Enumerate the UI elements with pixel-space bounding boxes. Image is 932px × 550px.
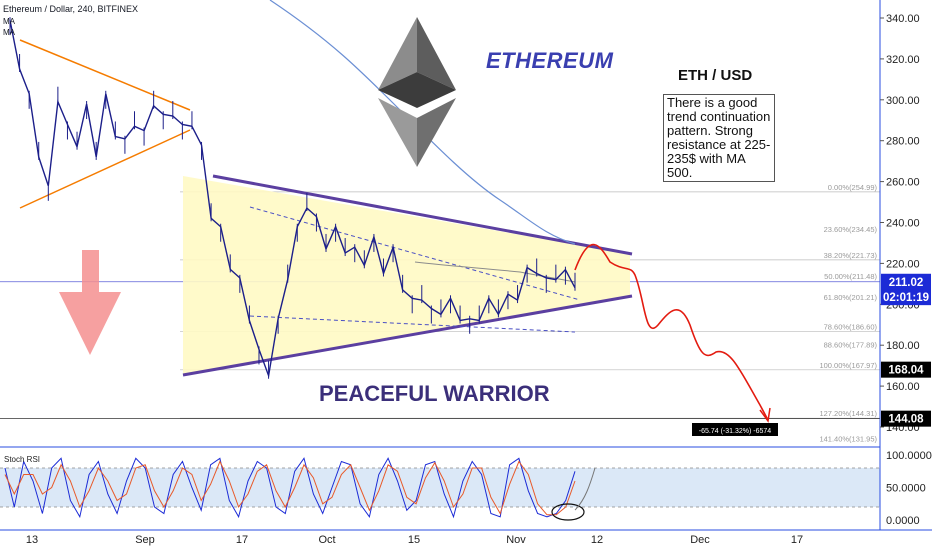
- fib-label: 141.40%(131.95): [819, 434, 877, 443]
- projection-arrowhead: [759, 407, 771, 423]
- x-tick-label: 13: [26, 534, 38, 546]
- fib-label: 38.20%(221.73): [824, 251, 878, 260]
- pattern-name: PEACEFUL WARRIOR: [319, 381, 550, 406]
- stoch-tick-label: 50.0000: [886, 483, 926, 495]
- analysis-note: There is a good trend continuation patte…: [663, 94, 775, 182]
- y-tick-label: 280.00: [886, 136, 920, 148]
- stoch-circle: [551, 503, 585, 521]
- y-tick-label: 300.00: [886, 95, 920, 107]
- y-tick-label: 160.00: [886, 381, 920, 393]
- x-tick-label: 17: [236, 534, 248, 546]
- x-tick-label: Oct: [318, 534, 335, 546]
- price-candles: [9, 17, 576, 379]
- logo-middle: [378, 72, 456, 108]
- upper-trendline: [212, 174, 633, 256]
- stoch-tick-label: 100.0000: [886, 450, 932, 462]
- orange-upper: [19, 39, 191, 111]
- inner-dashed-lower: [249, 315, 576, 333]
- drawn-patterns: -65.74 (-31.32%) -6574: [19, 39, 778, 436]
- stoch-tick-label: 0.0000: [886, 515, 920, 527]
- y-tick-label: 260.00: [886, 177, 920, 189]
- stoch-k-line: [4, 457, 576, 519]
- price-badges: 211.02 02:01:19 168.04 144.08: [881, 273, 931, 427]
- price-badge: [881, 273, 931, 290]
- projection-path: [574, 243, 769, 421]
- fib-label: 127.20%(144.31): [819, 409, 877, 418]
- measure-label: -65.74 (-31.32%) -6574: [699, 428, 771, 435]
- price-badge: [881, 289, 931, 306]
- x-tick-label: Nov: [506, 534, 526, 546]
- y-tick-label: 320.00: [886, 54, 920, 66]
- stoch-d-line: [4, 460, 576, 516]
- fib-label: 50.00%(211.48): [824, 272, 877, 281]
- stoch-title: Stoch RSI: [4, 455, 40, 464]
- x-tick-label: 17: [791, 534, 803, 546]
- y-tick-label: 240.00: [886, 218, 920, 230]
- price-badge-label: 168.04: [888, 365, 924, 377]
- price-badge-label: 02:01:19: [883, 292, 929, 304]
- y-tick-label: 340.00: [886, 13, 920, 25]
- fib-label: 23.60%(234.45): [824, 225, 878, 234]
- inner-dashed-upper: [249, 206, 581, 301]
- x-tick-label: Sep: [135, 534, 155, 546]
- fib-label: 100.00%(167.97): [819, 361, 877, 370]
- ma-short-line: [414, 261, 576, 283]
- x-tick-label: Dec: [690, 534, 710, 546]
- price-badge-label: 144.08: [888, 414, 924, 426]
- triangle-fill: [183, 176, 630, 375]
- ethereum-title: ETHEREUM: [486, 48, 614, 73]
- ma-legend-2: MA: [3, 28, 15, 37]
- fibonacci-levels: 0.00%(254.99) 23.60%(234.45) 38.20%(221.73…: [819, 183, 877, 444]
- fib-label: 78.60%(186.60): [824, 323, 878, 332]
- price-badge-label: 211.02: [889, 277, 924, 289]
- stoch-rsi-pane: Stoch RSI 100.0000 50.0000 0.0000: [0, 450, 932, 527]
- logo-bottom-right: [417, 98, 456, 167]
- price-badge: [881, 361, 931, 378]
- down-arrow-icon: [59, 250, 121, 355]
- y-tick-label: 220.00: [886, 258, 920, 270]
- price-line: [9, 20, 576, 379]
- symbol-title: Ethereum / Dollar, 240, BITFINEX: [3, 4, 139, 14]
- ethereum-logo-icon: [378, 17, 456, 167]
- stoch-projection: [574, 467, 596, 511]
- x-tick-label: 15: [408, 534, 420, 546]
- price-badge: [881, 410, 931, 427]
- y-tick-label: 180.00: [886, 340, 920, 352]
- ma-500-line: [269, 0, 576, 245]
- x-tick-label: 12: [591, 534, 603, 546]
- logo-top-left: [378, 17, 417, 90]
- logo-bottom-left: [378, 98, 417, 167]
- pair-label: ETH / USD: [678, 67, 753, 84]
- fib-label: 0.00%(254.99): [828, 183, 878, 192]
- fib-label: 61.80%(201.21): [824, 293, 878, 302]
- ma-legend-1: MA: [3, 17, 15, 26]
- moving-average: [269, 0, 576, 283]
- measure-box: [692, 423, 778, 436]
- fib-label: 88.60%(177.89): [824, 341, 878, 350]
- lower-trendline: [182, 294, 633, 377]
- logo-top-right: [417, 17, 456, 90]
